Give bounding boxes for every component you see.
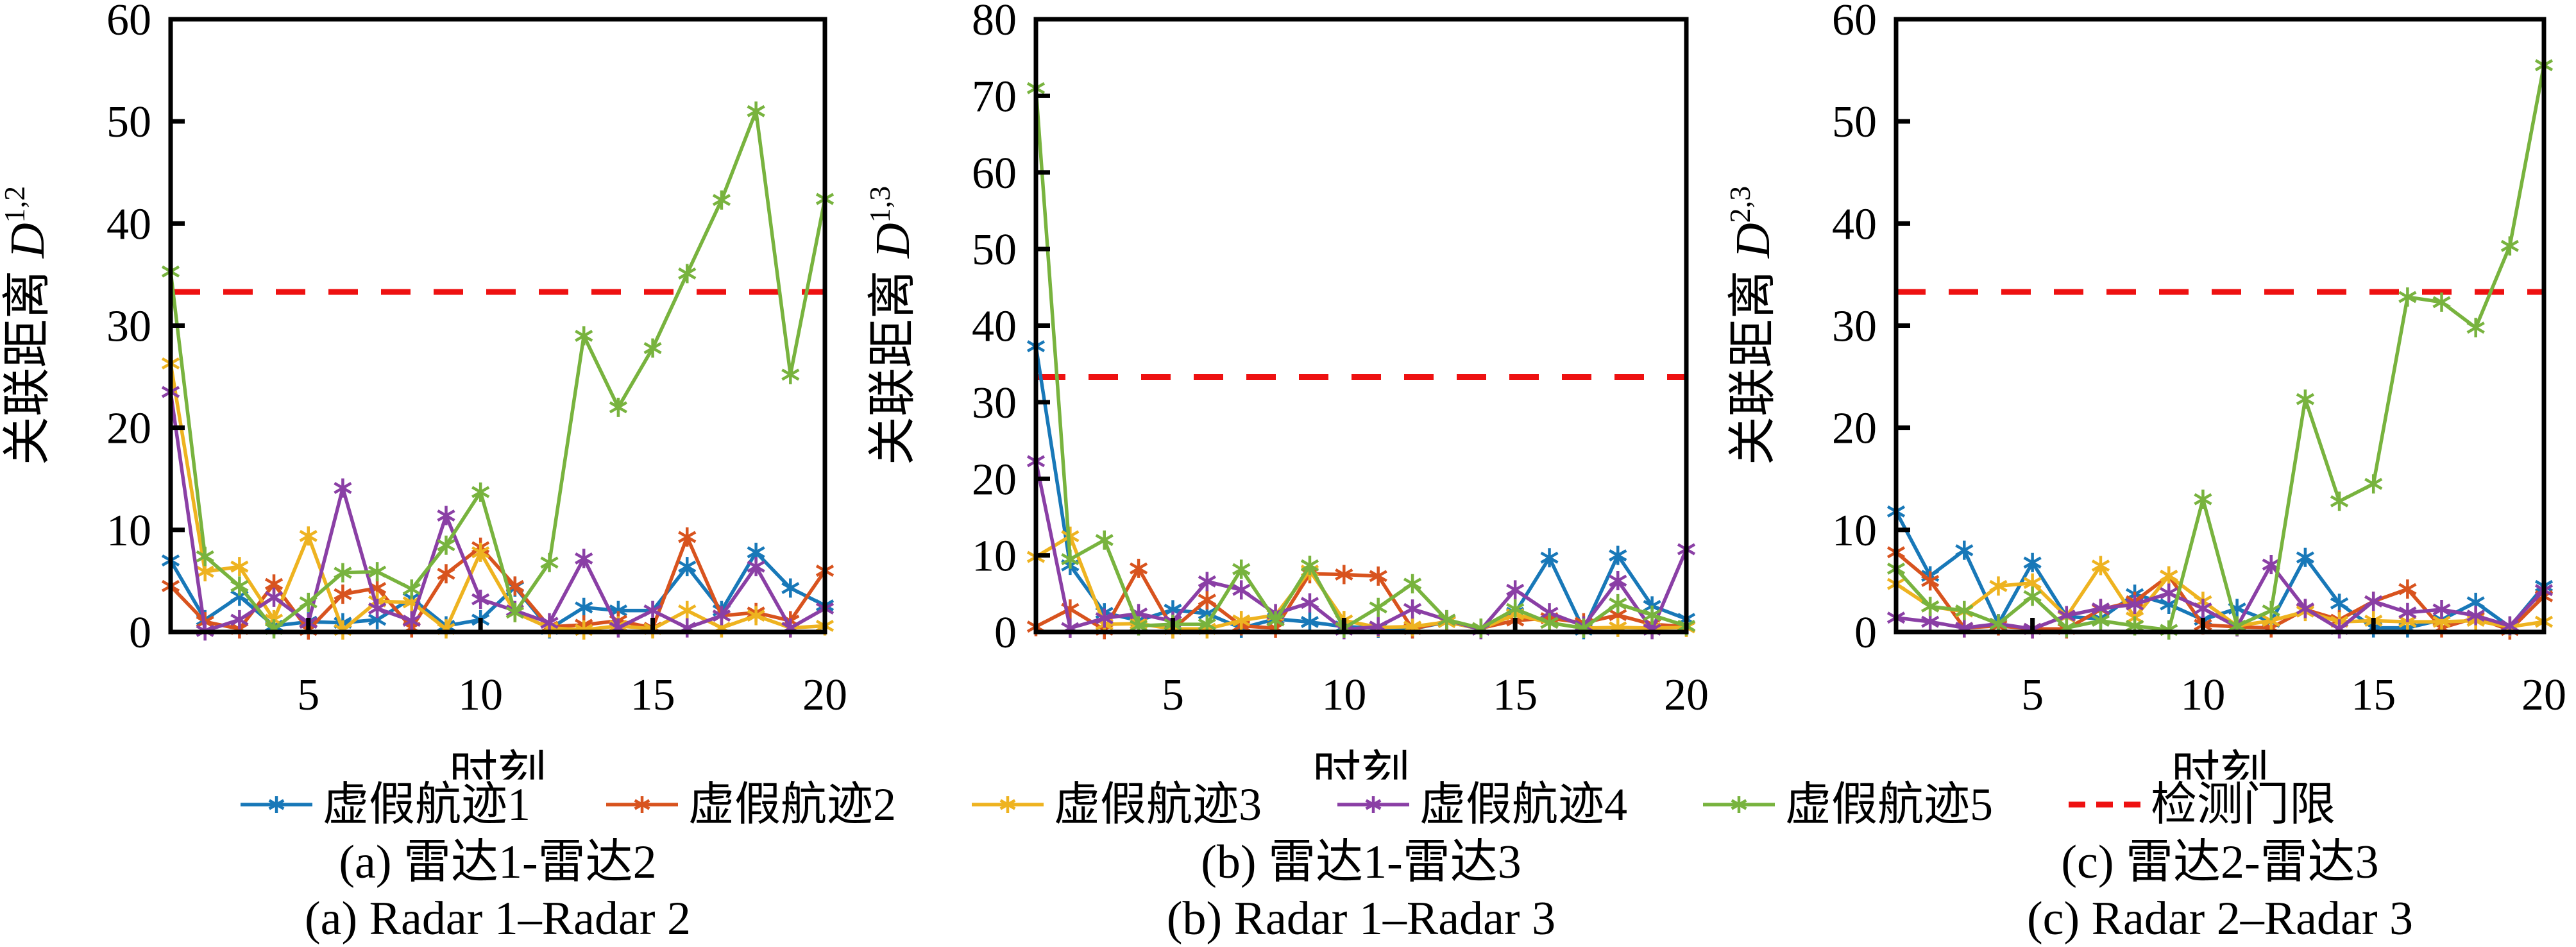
caption-a: (a) 雷达1-雷达2 (a) Radar 1–Radar 2 <box>106 834 889 947</box>
y-tick-label: 40 <box>106 200 151 249</box>
y-tick-label: 10 <box>1832 506 1877 556</box>
x-tick-label: 20 <box>1664 670 1709 720</box>
y-tick-label: 0 <box>1854 608 1877 658</box>
caption-b: (b) 雷达1-雷达3 (b) Radar 1–Radar 3 <box>970 834 1752 947</box>
caption-a-english: (a) Radar 1–Radar 2 <box>304 892 691 945</box>
x-axis-label: 时刻 <box>2171 747 2269 780</box>
legend-label: 检测门限 <box>2151 779 2336 830</box>
y-tick-label: 40 <box>1832 200 1877 249</box>
plot-c: 0 10 20 30 40 50 60 5 10 15 20 时刻 关联距离 D2,3 <box>1724 0 2566 780</box>
x-tick-label: 5 <box>1162 670 1184 720</box>
caption-b-chinese: (b) 雷达1-雷达3 <box>1201 836 1521 889</box>
y-tick-label: 10 <box>972 532 1017 581</box>
caption-c-english: (c) Radar 2–Radar 3 <box>2026 892 2413 945</box>
legend-label: 虚假航迹3 <box>1053 779 1262 830</box>
x-tick-label: 20 <box>2521 670 2566 720</box>
y-tick-label: 30 <box>972 379 1017 428</box>
series-swatch-icon <box>1703 796 1775 813</box>
legend-label: 虚假航迹2 <box>688 779 896 830</box>
plot-border <box>168 17 827 635</box>
x-tick-label: 10 <box>2180 670 2225 720</box>
series-line-2 <box>169 532 827 633</box>
legend-item-3: 虚假航迹3 <box>971 779 1262 830</box>
caption-c-chinese: (c) 雷达2-雷达3 <box>2061 836 2379 889</box>
x-tick-label: 20 <box>802 670 847 720</box>
series-line-5 <box>1034 88 1687 631</box>
y-tick-label: 50 <box>1832 98 1877 147</box>
series-markers-5 <box>1886 55 2554 640</box>
legend-label: 虚假航迹1 <box>322 779 530 830</box>
y-axis-label: 关联距离 D1,2 <box>0 186 55 465</box>
x-tick-label: 5 <box>297 670 319 720</box>
y-tick-label: 80 <box>972 0 1017 45</box>
plot-a: 0 10 20 30 40 50 60 5 10 15 20 时刻 关联距离 D1,2 <box>0 0 847 780</box>
plot-b: 0 10 20 30 40 50 60 70 80 5 10 15 20 时刻 关联距离 D1,3 <box>863 0 1709 780</box>
y-tick-label: 60 <box>106 0 151 45</box>
y-tick-label: 20 <box>972 455 1017 504</box>
caption-a-chinese: (a) 雷达1-雷达2 <box>339 836 657 889</box>
x-tick-label: 15 <box>1493 670 1538 720</box>
legend-item-2: 虚假航迹2 <box>606 781 896 828</box>
plot-border <box>1894 17 2546 635</box>
series-markers-5 <box>1026 78 1696 638</box>
series-line-4 <box>1895 561 2545 631</box>
y-tick-label: 50 <box>972 225 1017 275</box>
x-tick-label: 15 <box>631 670 675 720</box>
series-line-5 <box>1894 65 2546 632</box>
legend-item-4: 虚假航迹4 <box>1337 781 1627 828</box>
series-line-4 <box>1034 461 1688 634</box>
series-line-5 <box>169 110 827 632</box>
y-tick-label: 20 <box>106 404 151 454</box>
y-tick-label: 40 <box>972 302 1017 352</box>
x-tick-label: 10 <box>458 670 503 720</box>
y-tick-label: 0 <box>994 608 1017 658</box>
legend-item-1: 虚假航迹1 <box>240 779 530 830</box>
series-line-3 <box>1895 562 2545 629</box>
series-swatch-icon <box>1337 796 1409 813</box>
threshold-swatch-icon <box>2069 801 2141 808</box>
y-tick-label: 50 <box>106 98 151 147</box>
legend-label: 虚假航迹4 <box>1419 779 1628 830</box>
y-tick-label: 70 <box>972 72 1017 121</box>
legend-label: 虚假航迹5 <box>1785 779 1994 830</box>
plot-border <box>1033 17 1689 635</box>
y-tick-label: 10 <box>106 506 151 556</box>
x-axis-label: 时刻 <box>1312 747 1410 780</box>
legend: 虚假航迹1 虚假航迹2 虚假航迹3 虚假航迹4 虚假航迹5 检测门限 <box>0 781 2576 828</box>
y-tick-label: 60 <box>972 149 1017 198</box>
x-tick-label: 5 <box>2021 670 2044 720</box>
y-axis-label: 关联距离 D1,3 <box>863 186 920 465</box>
series-swatch-icon <box>606 796 678 813</box>
y-tick-label: 30 <box>1832 302 1877 352</box>
y-tick-label: 30 <box>106 302 151 352</box>
series-swatch-icon <box>240 796 312 813</box>
x-tick-label: 15 <box>2351 670 2396 720</box>
legend-item-5: 虚假航迹5 <box>1703 781 1993 828</box>
caption-c: (c) 雷达2-雷达3 (c) Radar 2–Radar 3 <box>1829 834 2576 947</box>
caption-b-english: (b) Radar 1–Radar 3 <box>1166 892 1556 945</box>
y-tick-label: 60 <box>1832 0 1877 45</box>
legend-item-6: 检测门限 <box>2069 781 2335 828</box>
series-line-1 <box>1034 346 1687 634</box>
y-tick-label: 20 <box>1832 404 1877 454</box>
y-axis-label: 关联距离 D2,3 <box>1724 186 1780 465</box>
x-tick-label: 10 <box>1321 670 1366 720</box>
y-tick-label: 0 <box>129 608 151 658</box>
x-axis-label: 时刻 <box>449 747 547 780</box>
series-swatch-icon <box>971 796 1044 813</box>
